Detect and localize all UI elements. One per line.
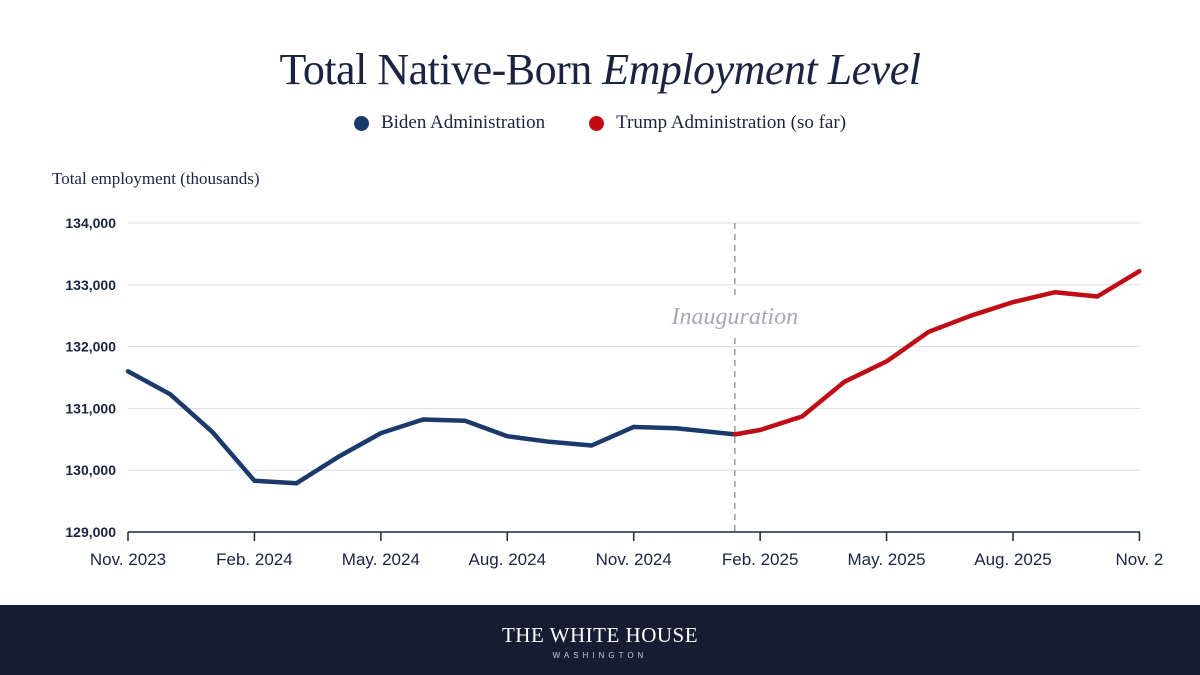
- x-tick-label: Aug. 2024: [469, 550, 547, 569]
- footer-bar: THE WHITE HOUSE WASHINGTON: [0, 605, 1200, 675]
- legend-dot-biden: [353, 115, 369, 131]
- x-tick-label: Nov. 2023: [90, 550, 166, 569]
- chart-legend: Biden Administration Trump Administratio…: [0, 112, 1200, 134]
- x-tick-label: May. 2025: [848, 550, 926, 569]
- y-tick-label: 130,000: [65, 462, 116, 478]
- legend-item-trump: Trump Administration (so far): [589, 112, 846, 134]
- series-line-biden: [125, 369, 738, 486]
- y-tick-label: 133,000: [65, 277, 116, 293]
- legend-label-trump: Trump Administration (so far): [616, 112, 847, 133]
- series-layer: [125, 268, 1142, 486]
- legend-label-biden: Biden Administration: [380, 112, 546, 133]
- x-tick-label: Feb. 2024: [216, 550, 293, 569]
- series-line-trump: [732, 268, 1142, 437]
- y-tick-label: 131,000: [65, 400, 116, 416]
- x-tick-layer: Nov. 2023 Feb. 2024 May. 2024 Aug. 2024 Nov.…: [90, 532, 1163, 569]
- footer-logo-text: THE WHITE HOUSE: [501, 623, 699, 647]
- chart-title-main: Total Native-Born: [279, 45, 593, 94]
- inauguration-label: Inauguration: [671, 304, 799, 330]
- x-tick-label: Aug. 2025: [974, 550, 1052, 569]
- y-axis-label: Total employment (thousands): [52, 169, 260, 188]
- legend-item-biden: Biden Administration: [353, 112, 546, 134]
- x-tick-label: Nov. 2024: [596, 550, 672, 569]
- x-tick-label: May. 2024: [342, 550, 420, 569]
- chart-title: Total Native-Born Employment Level: [0, 44, 1200, 95]
- y-tick-label: 132,000: [65, 339, 116, 355]
- x-tick-label: Nov. 2: [1115, 550, 1163, 569]
- line-chart: Total employment (thousands) 134,000 133,…: [52, 169, 1163, 569]
- legend-dot-trump: [589, 115, 605, 131]
- y-tick-label: 129,000: [65, 524, 116, 540]
- grid-layer: [128, 222, 1140, 533]
- footer-subtitle: WASHINGTON: [552, 651, 648, 660]
- chart-title-emphasis: Employment Level: [602, 45, 921, 94]
- y-tick-layer: 134,000 133,000 132,000 131,000 130,000 129,0…: [65, 215, 116, 540]
- y-tick-label: 134,000: [65, 215, 116, 231]
- x-tick-label: Feb. 2025: [722, 550, 799, 569]
- annotation-layer: Inauguration: [671, 223, 799, 532]
